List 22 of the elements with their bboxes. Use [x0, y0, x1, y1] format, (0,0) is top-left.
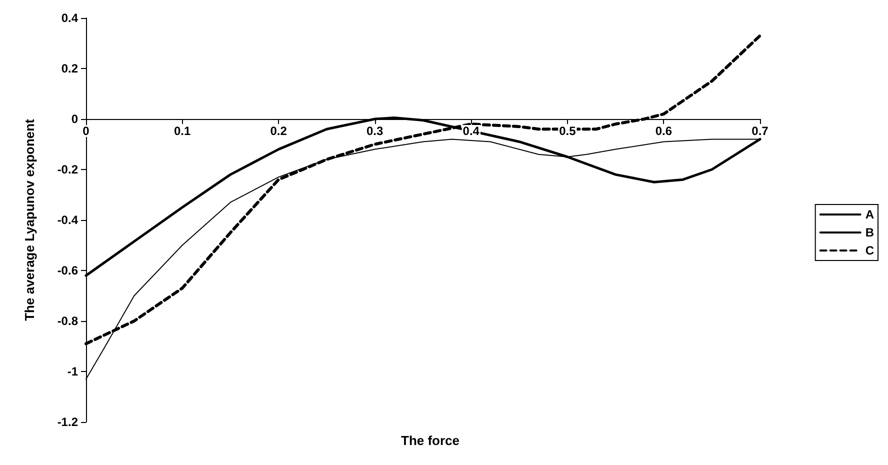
- x-tick-label: 0.1: [174, 124, 191, 138]
- x-tick-label: 0.6: [655, 124, 672, 138]
- x-tick-label: 0.5: [559, 124, 576, 138]
- y-tick-label: -0.2: [57, 162, 78, 176]
- y-tick-label: 0.2: [61, 62, 78, 76]
- y-axis-title: The average Lyapunov exponent: [22, 118, 37, 321]
- y-tick-label: -0.6: [57, 264, 78, 278]
- y-tick-label: -1.2: [57, 415, 78, 429]
- x-tick-label: 0.7: [752, 124, 769, 138]
- y-tick-label: -1: [67, 364, 78, 378]
- x-tick-label: 0: [82, 124, 90, 138]
- y-tick-label: -0.8: [57, 314, 78, 328]
- y-tick-label: 0.4: [61, 11, 78, 25]
- x-tick-label: 0.2: [270, 124, 288, 138]
- x-tick-label: 0.4: [462, 124, 480, 138]
- y-tick-label: -0.4: [57, 213, 78, 227]
- y-tick-label: 0: [71, 112, 78, 126]
- x-tick-label: 0.3: [366, 124, 384, 138]
- legend-label: B: [865, 226, 874, 240]
- legend-label: A: [865, 208, 874, 222]
- legend-label: C: [865, 244, 874, 258]
- x-axis-title: The force: [401, 433, 460, 448]
